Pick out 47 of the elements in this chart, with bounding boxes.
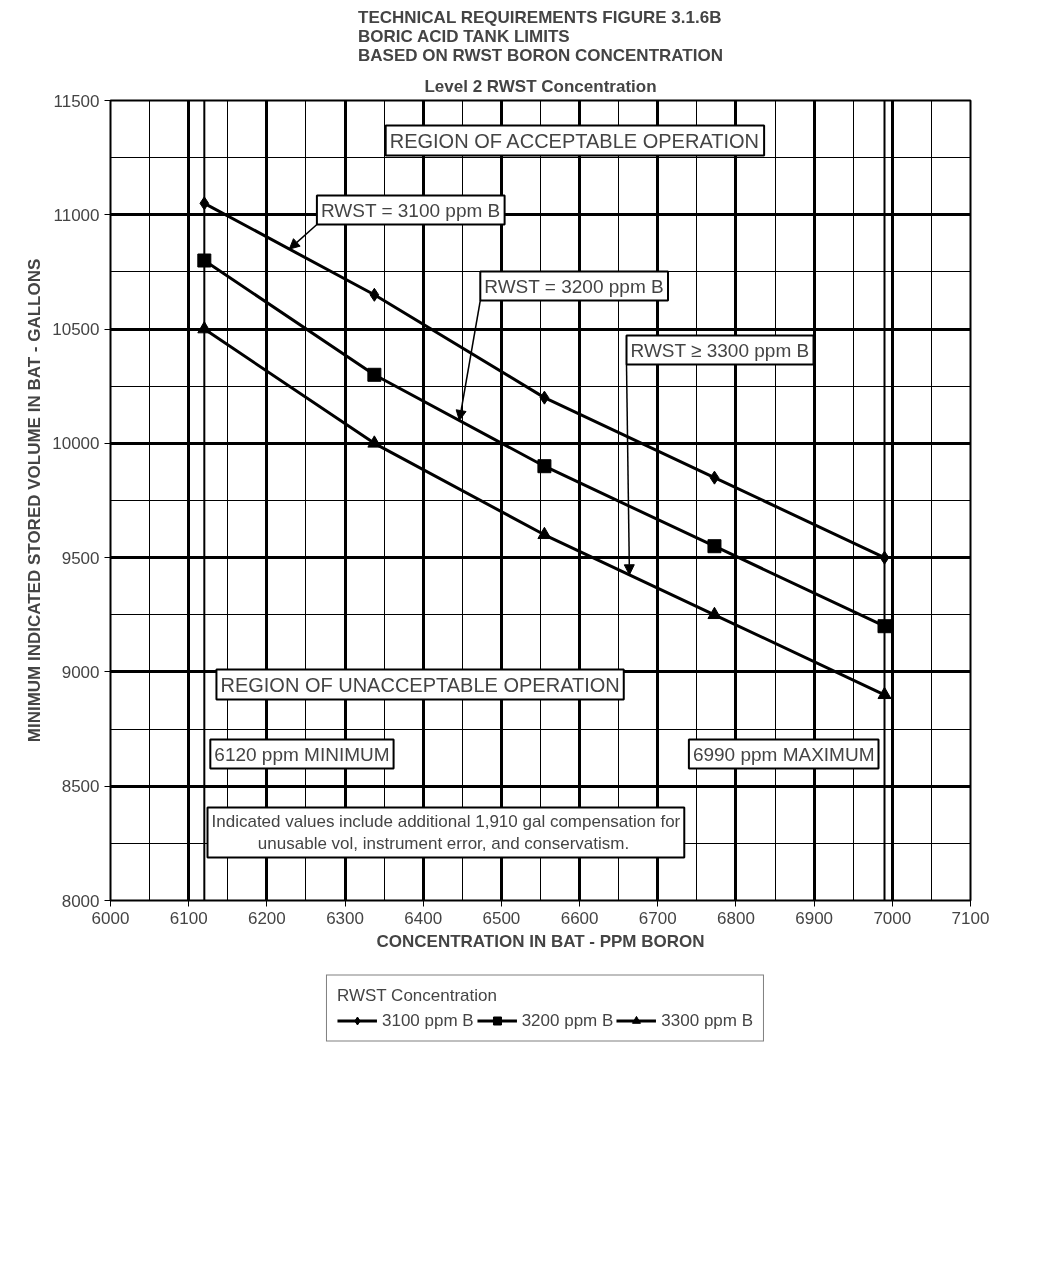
y-axis-title: MINIMUM INDICATED STORED VOLUME IN BAT - GALLONS	[25, 258, 45, 743]
annotation: REGION OF UNACCEPTABLE OPERATION	[220, 673, 620, 696]
point	[369, 287, 380, 302]
x-tick-label: 6700	[638, 908, 677, 928]
point	[707, 606, 722, 620]
annotation: Indicated values include additional 1,910 gal compensation for unusable vol, instrument error, and conservatism.	[211, 811, 681, 854]
point	[709, 470, 720, 485]
y-tick-label: 8000	[61, 891, 100, 911]
x-tick-label: 7100	[951, 908, 990, 928]
point	[367, 435, 382, 448]
y-tick-label: 10500	[52, 320, 100, 340]
annotation: RWST ≥ 3300 ppm B	[630, 339, 810, 361]
legend-title: RWST Concentration	[336, 985, 498, 1006]
ref-line-label: 6120 ppm MINIMUM	[214, 743, 390, 765]
y-tick-label: 11500	[53, 91, 100, 111]
legend-label: 3200 ppm B	[521, 1010, 614, 1031]
chart-subtitle: Level 2 RWST Concentration	[424, 76, 657, 96]
point	[877, 619, 892, 634]
x-tick-label: 7000	[873, 908, 912, 928]
legend-label: 3300 ppm B	[661, 1010, 754, 1031]
point	[537, 459, 552, 474]
x-tick-label: 6400	[404, 908, 443, 928]
y-tick-label: 11000	[53, 205, 100, 225]
x-tick-label: 6000	[91, 908, 130, 928]
point	[197, 253, 212, 268]
chart-title: TECHNICAL REQUIREMENTS FIGURE 3.1.6B BORIC ACID TANK LIMITS BASED ON RWST BORON CONCENTRATION	[358, 7, 723, 65]
x-tick-label: 6100	[169, 908, 208, 928]
y-tick-label: 10000	[52, 434, 100, 454]
x-tick-label: 6300	[326, 908, 364, 928]
annotation: REGION OF ACCEPTABLE OPERATION	[389, 129, 760, 152]
annotation: RWST = 3100 ppm B	[320, 199, 501, 221]
y-tick-label: 9000	[61, 662, 100, 682]
x-tick-label: 6600	[560, 908, 599, 928]
x-tick-label: 6500	[482, 908, 521, 928]
point	[707, 539, 722, 554]
x-axis-title: CONCENTRATION IN BAT - PPM BORON	[376, 931, 705, 951]
annotation: RWST = 3200 ppm B	[484, 275, 664, 297]
x-tick-label: 6200	[247, 908, 286, 928]
x-tick-label: 6800	[717, 908, 755, 928]
point	[539, 390, 550, 405]
x-tick-label: 6900	[795, 908, 834, 928]
y-tick-label: 8500	[61, 777, 100, 797]
point	[537, 526, 552, 540]
point	[367, 367, 382, 382]
ref-line-label: 6990 ppm MAXIMUM	[692, 743, 875, 765]
y-tick-label: 9500	[61, 548, 100, 568]
legend-label: 3100 ppm B	[381, 1010, 474, 1031]
